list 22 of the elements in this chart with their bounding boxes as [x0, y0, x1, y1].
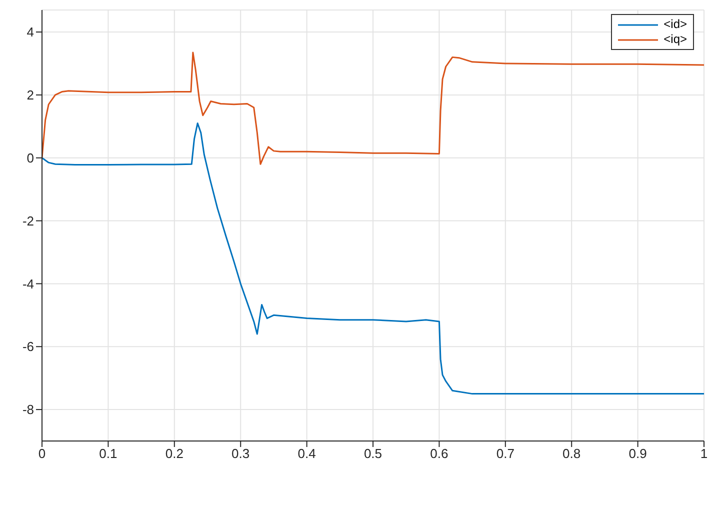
x-tick-label: 0.2	[165, 446, 184, 462]
y-tick-label: -2	[22, 213, 34, 228]
line-series	[42, 52, 704, 165]
x-tick-label: 0.3	[232, 446, 250, 462]
x-tick-label: 0.4	[298, 446, 316, 462]
x-tick-label: 0.1	[99, 446, 118, 462]
y-tick-label: 2	[26, 88, 34, 103]
y-tick-label: -4	[22, 276, 34, 292]
y-tick-label: -8	[22, 402, 34, 418]
legend-label: <iq>	[664, 32, 687, 47]
x-tick-label: 0.5	[364, 446, 382, 462]
legend-label: <id>	[664, 17, 687, 32]
x-tick-label: 0.8	[562, 446, 581, 462]
x-tick-label: 0.9	[628, 446, 647, 462]
y-tick-label: -6	[22, 339, 34, 354]
x-tick-label: 1	[700, 446, 708, 462]
y-tick-label: 4	[26, 24, 34, 40]
y-tick-label: 0	[26, 150, 34, 166]
line-series	[42, 122, 704, 395]
x-tick-label: 0.6	[430, 446, 448, 462]
x-tick-label: 0.7	[496, 446, 514, 462]
x-tick-label: 0	[38, 446, 46, 462]
